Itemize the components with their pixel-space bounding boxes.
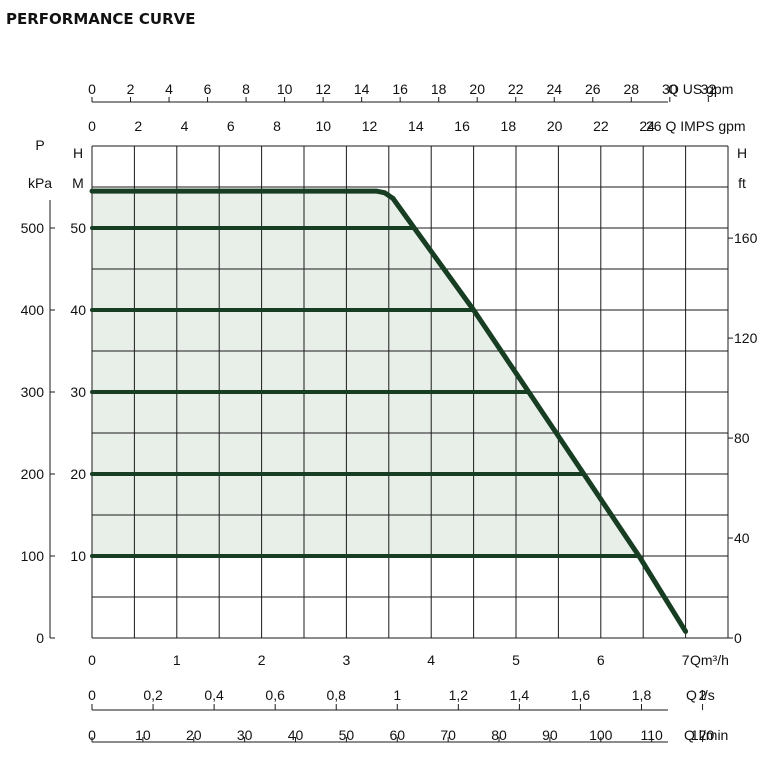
- head-tick-label: 40: [70, 302, 86, 318]
- imps-gpm-tick-label: 2: [134, 118, 142, 134]
- pressure-tick-label: 200: [21, 466, 45, 482]
- ls-tick-label: 1,2: [449, 687, 469, 703]
- x-tick-label: 7: [682, 652, 690, 668]
- x-tick-label: 1: [173, 652, 181, 668]
- lmin-tick-label: 100: [589, 727, 613, 743]
- head-ft-tick-label: 160: [734, 230, 758, 246]
- x-tick-label: 4: [427, 652, 435, 668]
- lmin-tick-label: 0: [88, 727, 96, 743]
- performance-curve-line: [89, 188, 689, 634]
- head-ft-tick-label: 80: [734, 430, 750, 446]
- us-gpm-tick-label: 18: [431, 81, 447, 97]
- lmin-tick-label: 70: [440, 727, 456, 743]
- x-axis-label: Qm³/h: [690, 652, 729, 668]
- us-gpm-tick-label: 14: [354, 81, 370, 97]
- lmin-tick-label: 20: [186, 727, 202, 743]
- ls-tick-label: 0: [88, 687, 96, 703]
- lmin-tick-label: 50: [339, 727, 355, 743]
- head-tick-label: 30: [70, 384, 86, 400]
- us-gpm-tick-label: 24: [546, 81, 562, 97]
- imps-gpm-tick-label: 14: [408, 118, 424, 134]
- ls-tick-label: 2: [699, 687, 707, 703]
- lmin-tick-label: 110: [641, 727, 664, 743]
- chart-title: PERFORMANCE CURVE: [6, 10, 196, 28]
- us-gpm-axis-label: Q US gpm: [668, 81, 733, 97]
- us-gpm-tick-label: 4: [165, 81, 173, 97]
- imps-gpm-tick-label: 0: [88, 118, 96, 134]
- ls-tick-label: 0,4: [204, 687, 224, 703]
- us-gpm-tick-label: 0: [88, 81, 96, 97]
- x-tick-label: 3: [343, 652, 351, 668]
- us-gpm-tick-label: 28: [623, 81, 639, 97]
- pressure-tick-label: 500: [21, 220, 45, 236]
- lmin-tick-label: 90: [542, 727, 558, 743]
- us-gpm-tick-label: 30: [662, 81, 678, 97]
- ls-tick-label: 0,2: [143, 687, 163, 703]
- head-tick-label: 20: [70, 466, 86, 482]
- ls-axis-label: Q l/s: [686, 687, 715, 703]
- us-gpm-tick-label: 6: [204, 81, 212, 97]
- imps-gpm-tick-label: 4: [181, 118, 189, 134]
- ls-tick-label: 1,4: [510, 687, 530, 703]
- lmin-tick-label: 10: [135, 727, 151, 743]
- head-tick-label: 50: [70, 220, 86, 236]
- lmin-tick-label: 120: [691, 727, 715, 743]
- us-gpm-tick-label: 32: [701, 81, 717, 97]
- head-tick-label: 10: [70, 548, 86, 564]
- head-ft-tick-label: 0: [734, 630, 742, 646]
- lmin-tick-label: 30: [237, 727, 253, 743]
- us-gpm-tick-label: 16: [392, 81, 408, 97]
- x-tick-label: 6: [597, 652, 605, 668]
- curve-group: [89, 188, 689, 634]
- ls-tick-label: 0,6: [265, 687, 285, 703]
- head-axis-unit: M: [72, 175, 84, 191]
- head-ft-tick-label: 120: [734, 330, 758, 346]
- pressure-axis-unit: kPa: [28, 175, 52, 191]
- us-gpm-tick-label: 22: [508, 81, 524, 97]
- imps-gpm-tick-label: 12: [362, 118, 378, 134]
- imps-gpm-tick-label: 10: [316, 118, 332, 134]
- operating-area-fill: [92, 191, 639, 556]
- ls-tick-label: 1,6: [571, 687, 591, 703]
- imps-gpm-tick-label: 24: [639, 118, 655, 134]
- lmin-axis-label: Q l/min: [684, 727, 728, 743]
- pressure-tick-label: 400: [21, 302, 45, 318]
- us-gpm-tick-label: 26: [585, 81, 601, 97]
- imps-gpm-tick-label: 8: [273, 118, 281, 134]
- us-gpm-tick-label: 8: [242, 81, 250, 97]
- head-axis-label: H: [73, 145, 83, 161]
- ls-tick-label: 0,8: [326, 687, 346, 703]
- pressure-tick-label: 300: [21, 384, 45, 400]
- us-gpm-tick-label: 20: [469, 81, 485, 97]
- imps-gpm-tick-label: 18: [501, 118, 517, 134]
- us-gpm-tick-label: 12: [315, 81, 331, 97]
- pressure-tick-label: 100: [21, 548, 45, 564]
- ls-tick-label: 1: [393, 687, 401, 703]
- imps-gpm-tick-label: 6: [227, 118, 235, 134]
- lmin-tick-label: 60: [389, 727, 405, 743]
- lmin-tick-label: 80: [491, 727, 507, 743]
- axes-group: 0 1 2 3 4 5 6 7 Qm³/hPkPa0100200300400500HM10203…: [21, 81, 758, 743]
- imps-gpm-axis-label: 26 Q IMPS gpm: [646, 118, 746, 134]
- x-tick-label: 5: [512, 652, 520, 668]
- imps-gpm-tick-label: 16: [454, 118, 470, 134]
- us-gpm-tick-label: 2: [127, 81, 135, 97]
- head-ft-axis-unit: ft: [738, 175, 746, 191]
- imps-gpm-tick-label: 22: [593, 118, 609, 134]
- x-tick-label: 2: [258, 652, 266, 668]
- head-ft-axis-label: H: [737, 145, 747, 161]
- us-gpm-tick-label: 10: [277, 81, 293, 97]
- pressure-tick-label: 0: [36, 630, 44, 646]
- imps-gpm-tick-label: 20: [547, 118, 563, 134]
- x-tick-label: 0: [88, 652, 96, 668]
- lmin-tick-label: 40: [288, 727, 304, 743]
- pressure-axis-label: P: [35, 137, 44, 153]
- head-ft-tick-label: 40: [734, 530, 750, 546]
- ls-tick-label: 1,8: [632, 687, 652, 703]
- operating-area-group: [92, 191, 639, 556]
